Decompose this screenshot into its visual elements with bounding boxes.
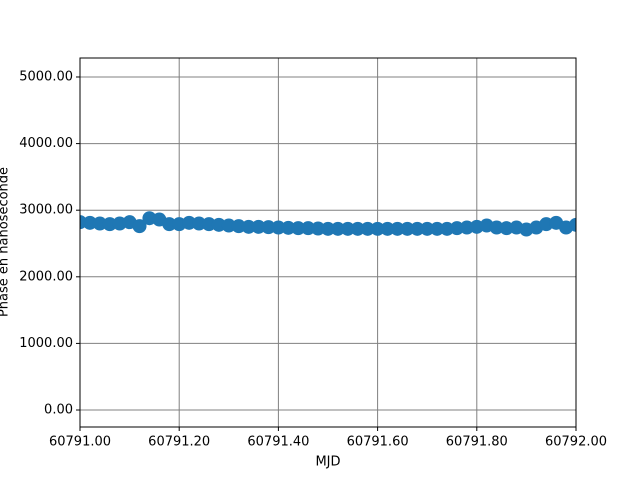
point [251, 219, 266, 234]
point [321, 221, 335, 236]
x-axis-label: MJD [315, 455, 340, 470]
x-tick-label: 60791.00 [49, 435, 111, 450]
x-tick-label: 60792.00 [545, 435, 607, 450]
point [231, 219, 246, 234]
point [162, 217, 177, 232]
point [449, 221, 464, 236]
plot-area [80, 211, 576, 237]
point [291, 221, 306, 236]
point [192, 216, 207, 231]
point [380, 221, 395, 236]
y-tick-label: 3000.00 [19, 203, 73, 218]
point [182, 215, 197, 230]
point [92, 216, 107, 231]
point [400, 221, 415, 236]
y-axis-label: Phase en nanoseconde [0, 167, 12, 317]
point [221, 218, 236, 233]
point [211, 217, 226, 232]
point [430, 221, 445, 236]
point [420, 221, 435, 236]
y-tick-label: 2000.00 [19, 269, 73, 284]
point [340, 221, 355, 236]
point [132, 219, 147, 234]
point [82, 215, 97, 230]
y-tick-label: 5000.00 [19, 69, 73, 84]
point [241, 219, 256, 234]
point [330, 221, 345, 236]
y-tick-label: 4000.00 [19, 136, 73, 151]
point [301, 221, 316, 236]
y-tick-label: 0.00 [44, 403, 73, 418]
x-tick-label: 60791.80 [446, 435, 508, 450]
grid [79, 58, 577, 427]
point [261, 220, 276, 235]
point [390, 221, 405, 236]
point [102, 217, 117, 232]
point [281, 220, 296, 235]
point [569, 217, 576, 232]
axes-frame [79, 57, 577, 428]
point [489, 220, 504, 235]
point [311, 221, 326, 236]
point [370, 221, 385, 236]
x-tick-label: 60791.20 [148, 435, 210, 450]
point [201, 217, 216, 232]
point [350, 221, 365, 236]
y-tick-label: 1000.00 [19, 336, 73, 351]
point [440, 221, 455, 236]
point [360, 221, 375, 236]
x-tick-label: 60791.40 [247, 435, 309, 450]
x-tick-label: 60791.60 [347, 435, 409, 450]
point [499, 221, 514, 236]
point [459, 220, 474, 235]
point [410, 221, 425, 236]
point [271, 220, 286, 235]
